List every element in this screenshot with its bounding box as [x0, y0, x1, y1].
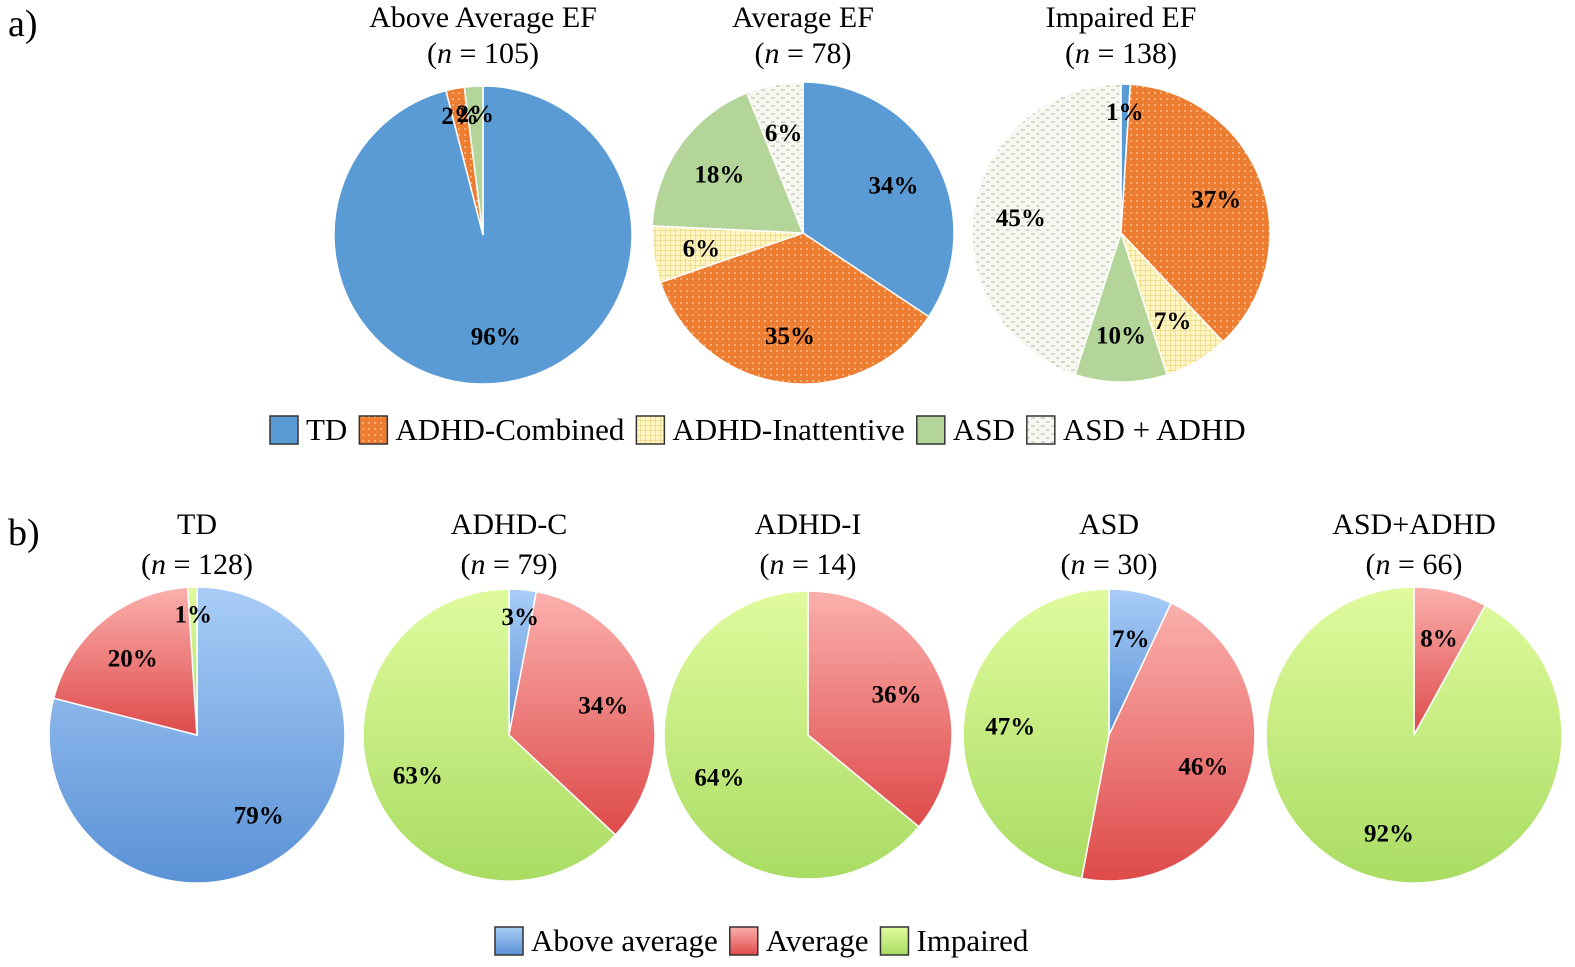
- legend-panel-a: TD ADHD-Combined ADHD-Inattentive ASD ASD + …: [269, 412, 1246, 447]
- pie-slice-label: 8%: [1420, 626, 1458, 653]
- pie-slice-label: 6%: [765, 120, 803, 147]
- pie-title: ASD: [1079, 508, 1139, 541]
- pie-sample-size: (n = 105): [427, 37, 539, 70]
- panel-label-b: b): [8, 512, 40, 554]
- pie-charts: Above Average EF(n = 105) 96% 2%2% Average …: [48, 1, 1563, 884]
- pie-sample-size: (n = 30): [1061, 548, 1158, 581]
- legend-panel-b: Above average Average Impaired: [494, 923, 1029, 958]
- pie-slice-label: 96%: [471, 324, 521, 351]
- pie-slice-label: 34%: [578, 692, 628, 719]
- legend-label-asd: ASD: [953, 412, 1015, 447]
- pie-slice-impaired: [186, 586, 198, 736]
- pie-title: Impaired EF: [1046, 1, 1197, 34]
- pie-slice-average: [508, 590, 656, 837]
- pie-slice-impaired: [1265, 586, 1563, 884]
- pie-slice-impaired: [962, 588, 1110, 880]
- pie-slice-asd-adhd: [971, 83, 1122, 376]
- pie-sample-size: (n = 66): [1366, 548, 1463, 581]
- legend-swatch-td: [269, 415, 299, 445]
- pie-slice-impaired: [362, 588, 617, 882]
- pie-slice-adhd-combined: [1120, 83, 1271, 343]
- legend-swatch-above-average: [494, 926, 524, 956]
- pie-slice-average: [52, 586, 198, 736]
- legend-label-adhd-combined: ADHD-Combined: [395, 412, 625, 447]
- pie-slice-asd: [1074, 230, 1168, 383]
- legend-label-above-average: Above average: [531, 923, 718, 958]
- legend-label-adhd-inattentive: ADHD-Inattentive: [672, 412, 904, 447]
- legend-swatch-adhd-combined: [358, 415, 389, 445]
- pie-slice-label: 7%: [1112, 626, 1150, 653]
- pie-title: ASD+ADHD: [1332, 508, 1496, 541]
- pie-title: ADHD-I: [755, 508, 862, 541]
- pie-sample-size: (n = 128): [141, 548, 253, 581]
- pie-slice-label: 46%: [1178, 754, 1228, 781]
- pie-slice-label: 79%: [234, 803, 284, 830]
- legend-label-average: Average: [766, 923, 869, 958]
- pie-slice-label: 6%: [683, 236, 721, 263]
- legend-label-asd-adhd: ASD + ADHD: [1063, 412, 1246, 447]
- pie-slice-label: 1%: [174, 602, 212, 629]
- pie-slice-label: 1%: [1106, 99, 1144, 126]
- pie-asd: ASD (n = 30) 7% 46% 47%: [962, 508, 1256, 882]
- pie-slice-label: 2%: [457, 101, 495, 128]
- pie-slice-label: 7%: [1154, 308, 1192, 335]
- pie-slice-label: 3%: [502, 604, 540, 631]
- pie-title: TD: [177, 508, 217, 541]
- pie-sample-size: (n = 78): [755, 37, 852, 70]
- pie-slice-average: [807, 590, 953, 828]
- pie-above-average-ef: Above Average EF(n = 105) 96% 2%2%: [333, 1, 633, 385]
- pie-slice-label: 18%: [694, 161, 744, 188]
- pie-slice-label: 92%: [1364, 821, 1414, 848]
- pie-td: TD (n = 128) 79% 20% 1%: [48, 508, 346, 884]
- pie-slice-average: [1080, 601, 1256, 882]
- pie-slice-impaired: [663, 590, 921, 880]
- pie-slice-label: 63%: [393, 762, 443, 789]
- pie-slice-asd-adhd: [745, 81, 804, 234]
- pie-slice-label: 20%: [108, 646, 158, 673]
- pie-sample-size: (n = 79): [461, 548, 558, 581]
- legend-swatch-impaired: [879, 926, 910, 956]
- pie-adhd-c: ADHD-C (n = 79) 3% 34% 63%: [362, 508, 656, 882]
- pie-title: Above Average EF: [369, 1, 597, 34]
- pie-slice-label: 10%: [1096, 322, 1146, 349]
- pie-sample-size: (n = 138): [1065, 37, 1177, 70]
- panel-label-a: a): [8, 3, 38, 45]
- pie-title: Average EF: [732, 1, 874, 34]
- pie-slice-adhd-combined: [659, 232, 930, 385]
- pie-slice-label: 64%: [694, 765, 744, 792]
- pie-slice-label: 36%: [872, 681, 922, 708]
- pie-slice-asd: [651, 91, 805, 234]
- legend-swatch-asd: [916, 415, 946, 445]
- pie-slice-label: 34%: [869, 173, 919, 200]
- pie-impaired-ef: Impaired EF(n = 138) 1% 37% 7% 10% 45%: [971, 1, 1271, 383]
- legend-label-impaired: Impaired: [916, 923, 1028, 958]
- pie-slice-asd: [463, 85, 484, 236]
- pie-slice-label: 47%: [985, 714, 1035, 741]
- legend-label-td: TD: [306, 412, 347, 447]
- pie-slice-label: 35%: [765, 323, 815, 350]
- pie-slice-label: 2%: [441, 103, 479, 130]
- pie-title: ADHD-C: [451, 508, 568, 541]
- legend-swatch-average: [729, 926, 759, 956]
- pie-adhd-i: ADHD-I (n = 14) 36% 64%: [663, 508, 953, 880]
- pie-asd-adhd: ASD+ADHD (n = 66) 8% 92%: [1265, 508, 1563, 884]
- legend-swatch-adhd-inattentive: [635, 415, 666, 445]
- legend-swatch-asd-adhd: [1026, 415, 1056, 445]
- pie-slice-label: 37%: [1191, 187, 1241, 214]
- pie-slice-label: 45%: [996, 205, 1046, 232]
- pie-average-ef: Average EF(n = 78) 34% 35% 6% 18% 6%: [651, 1, 955, 385]
- pie-sample-size: (n = 14): [760, 548, 857, 581]
